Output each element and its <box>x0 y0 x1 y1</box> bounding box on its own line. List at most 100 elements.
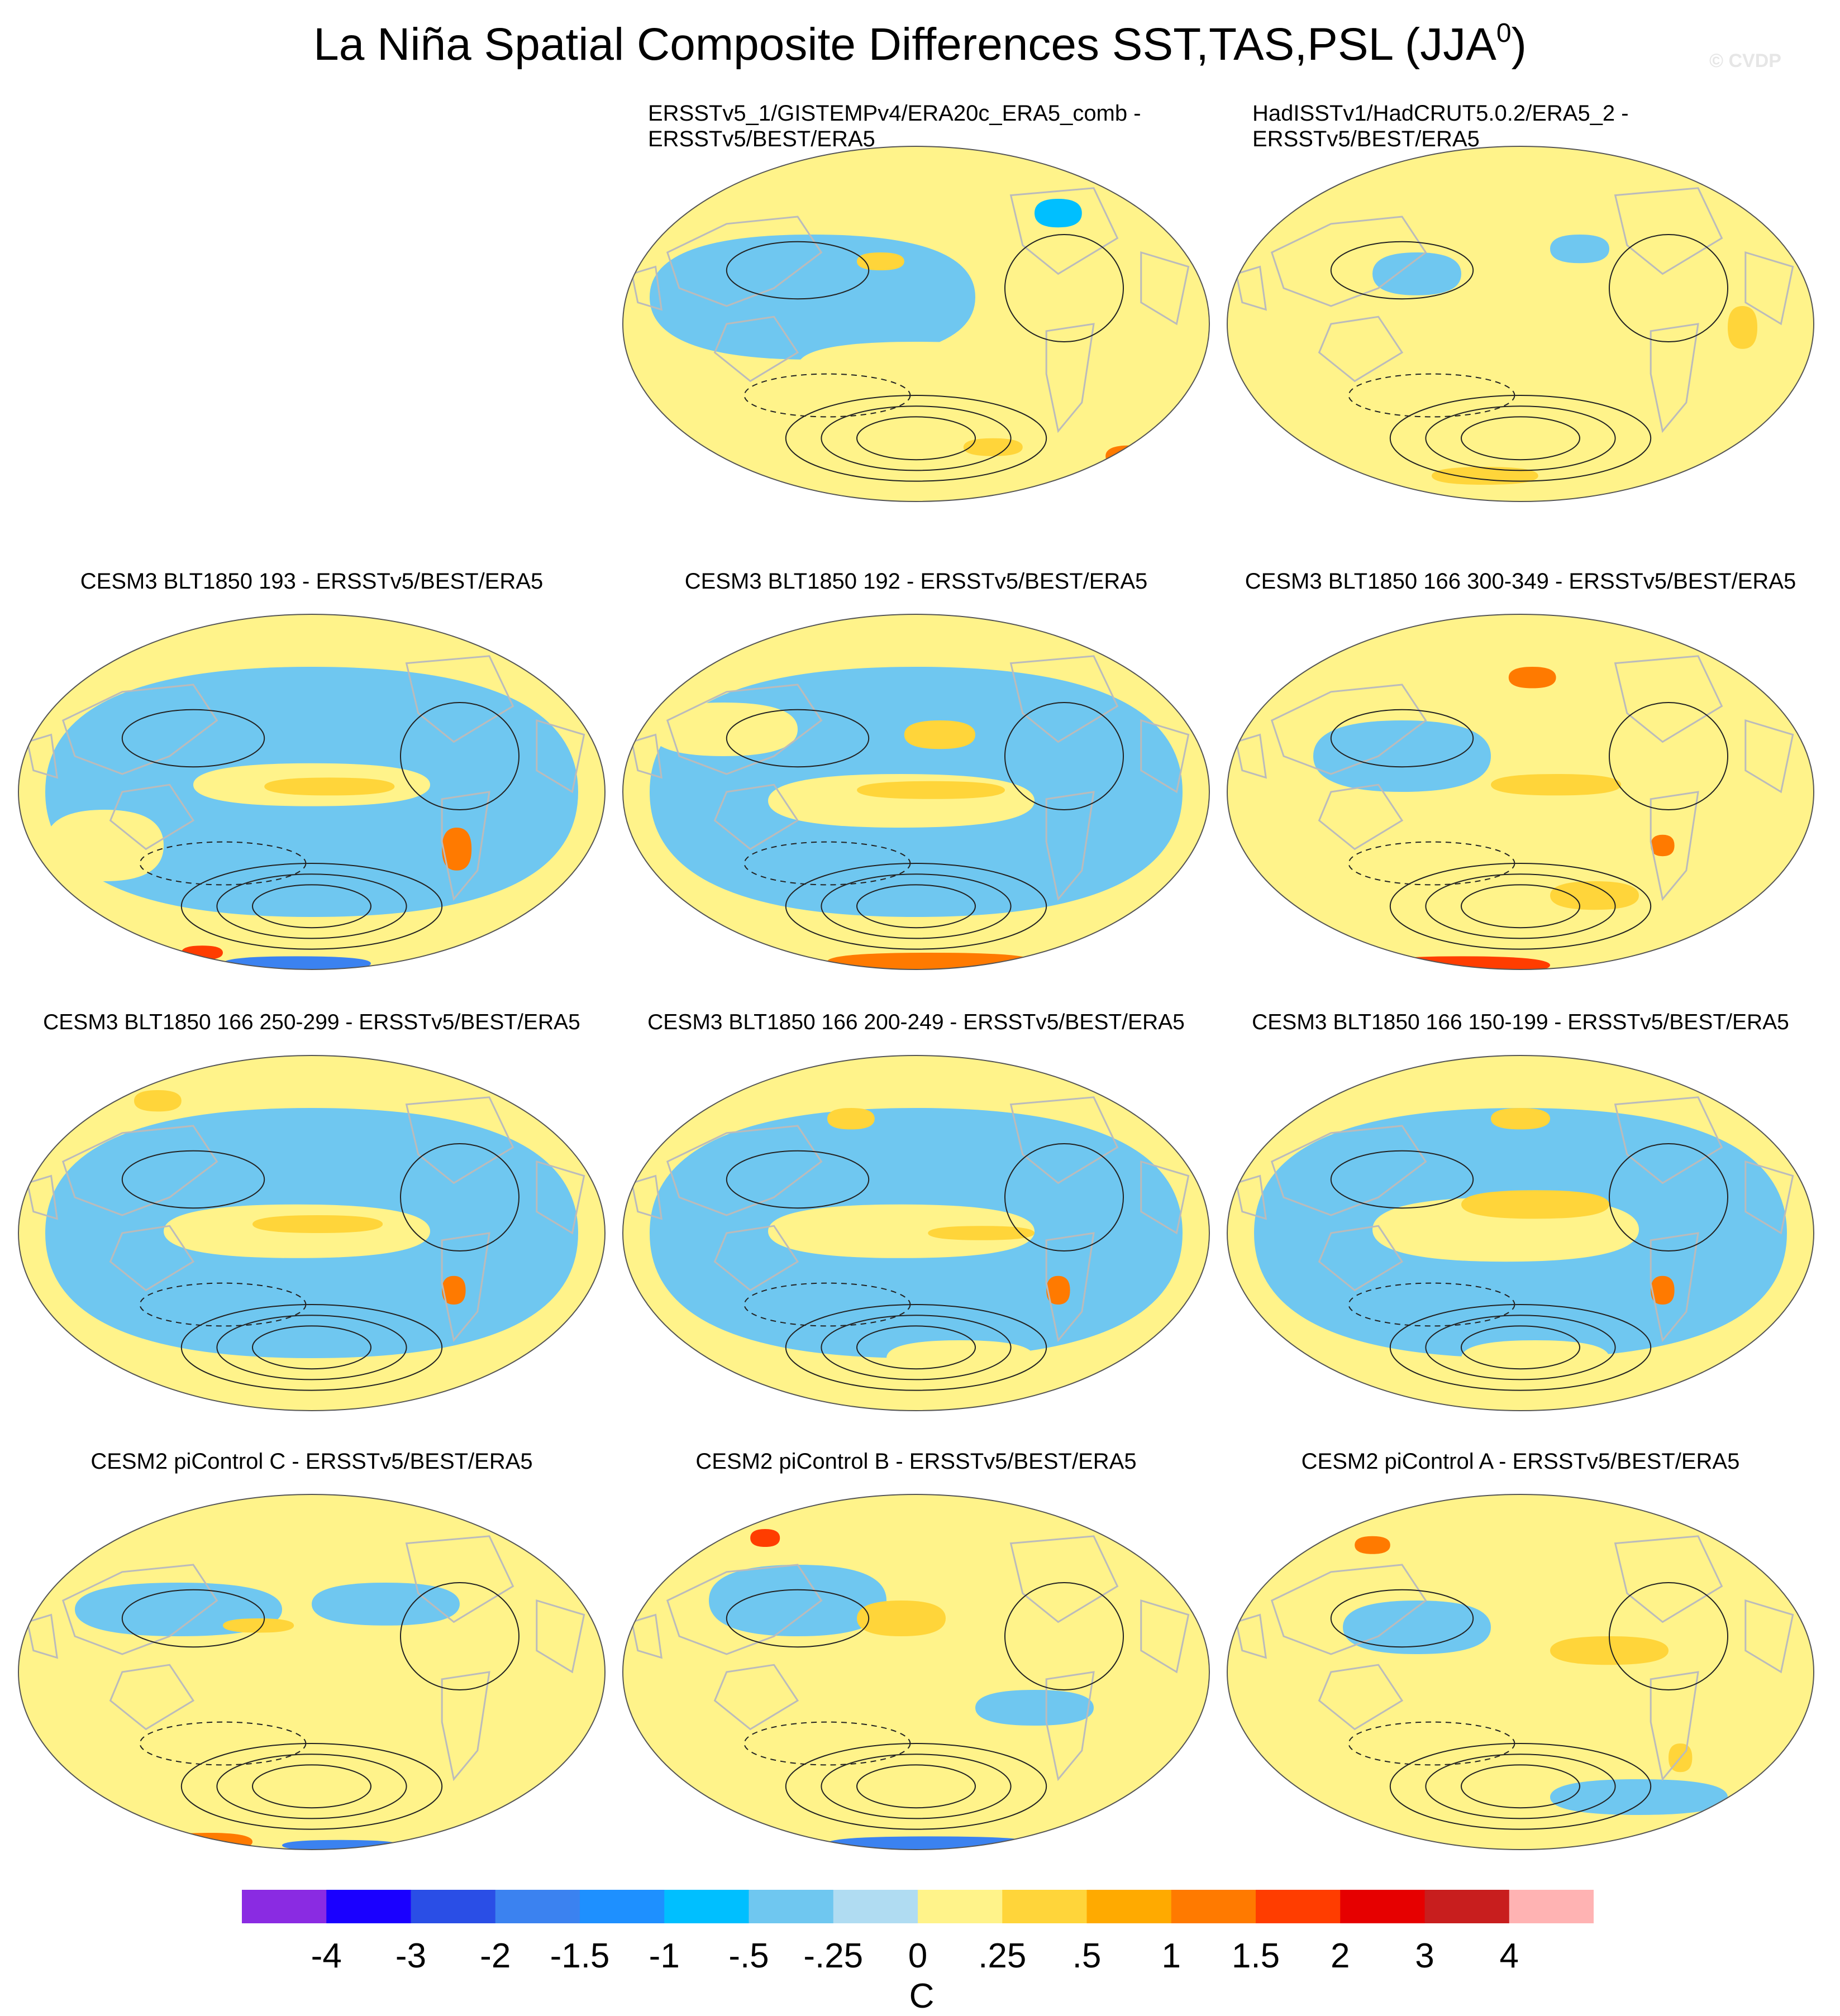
coastline <box>1614 655 1723 743</box>
colorbar-swatch <box>411 1890 496 1923</box>
map-field <box>18 1055 605 1411</box>
psl-contour <box>1425 873 1616 939</box>
psl-contour <box>821 873 1012 939</box>
coastline <box>713 1664 799 1731</box>
psl-contour <box>1389 1743 1652 1830</box>
psl-contour <box>1330 1589 1474 1648</box>
coastline <box>26 1174 59 1220</box>
psl-contour <box>216 1754 407 1819</box>
panel-label: CESM3 BLT1850 192 - ERSSTv5/BEST/ERA5 <box>684 569 1148 594</box>
map-field <box>1227 146 1814 501</box>
anomaly-patch <box>827 1108 875 1130</box>
coastline <box>441 1671 490 1781</box>
anomaly-patch <box>1508 667 1556 689</box>
coastline <box>441 791 490 901</box>
psl-contour <box>252 1764 371 1809</box>
coastline <box>1235 733 1267 779</box>
colorbar-tick-label: -.5 <box>728 1937 769 1975</box>
coastline <box>1744 719 1794 794</box>
anomaly-patch <box>252 1215 383 1233</box>
psl-contour <box>1330 1150 1474 1209</box>
map-outline <box>1227 1494 1814 1850</box>
coastline <box>631 1174 663 1220</box>
coastline <box>1045 323 1095 433</box>
coastline <box>1744 251 1794 326</box>
psl-contour <box>180 863 443 950</box>
colorbar-swatch <box>495 1890 580 1923</box>
psl-contour <box>821 1754 1012 1819</box>
panel-obs-comb: ERSSTv5_1/GISTEMPv4/ERA20c_ERA5_comb - E… <box>620 101 1212 502</box>
psl-contour <box>1004 234 1124 342</box>
panel-cesm3-166-150-199: CESM3 BLT1850 166 150-199 - ERSSTv5/BEST… <box>1224 1010 1817 1411</box>
coastline <box>1140 719 1190 794</box>
map <box>622 1494 1210 1850</box>
anomaly-patch <box>134 1090 182 1112</box>
psl-contour <box>216 873 407 939</box>
psl-contour-negative <box>1348 841 1515 886</box>
map-outline <box>18 614 606 970</box>
coastline <box>1045 1671 1095 1781</box>
psl-contour <box>856 416 976 461</box>
colorbar-tick-label: -3 <box>395 1937 427 1975</box>
anomaly-patch <box>650 235 975 360</box>
psl-contour <box>216 1315 407 1380</box>
colorbar <box>242 1890 1594 1923</box>
panel-label-line1: ERSSTv5_1/GISTEMPv4/ERA20c_ERA5_comb - <box>648 101 1141 126</box>
colorbar-swatch <box>664 1890 749 1923</box>
colorbar-swatch <box>1424 1890 1510 1923</box>
coastline <box>1140 1599 1190 1674</box>
anomaly-patch <box>223 1618 294 1633</box>
map <box>622 146 1210 502</box>
panel-label: ERSSTv5_1/GISTEMPv4/ERA20c_ERA5_comb - E… <box>620 101 1212 152</box>
anomaly-patch <box>1651 834 1675 857</box>
panel-label: CESM2 piControl A - ERSSTv5/BEST/ERA5 <box>1301 1449 1740 1474</box>
coastline <box>1614 1096 1723 1184</box>
coastline <box>631 1613 663 1659</box>
title-main: La Niña Spatial Composite Differences SS… <box>313 19 1496 70</box>
psl-contour <box>121 709 265 768</box>
psl-contour-negative <box>743 1721 911 1766</box>
colorbar-swatch <box>918 1890 1003 1923</box>
panel-cesm2-picontrol-b: CESM2 piControl B - ERSSTv5/BEST/ERA5 <box>620 1449 1212 1850</box>
anomaly-patch <box>1432 467 1538 485</box>
panel-label: CESM2 piControl B - ERSSTv5/BEST/ERA5 <box>695 1449 1137 1474</box>
panel-label: CESM2 piControl C - ERSSTv5/BEST/ERA5 <box>90 1449 533 1474</box>
psl-contour <box>1461 884 1580 929</box>
map-outline <box>1227 1055 1814 1411</box>
coastline <box>405 1096 514 1184</box>
coastline <box>631 733 663 779</box>
psl-contour <box>856 1764 976 1809</box>
coastline <box>1318 316 1404 383</box>
psl-contour <box>785 1304 1047 1391</box>
coastline <box>1270 684 1427 775</box>
colorbar-tick-label: 1 <box>1161 1937 1181 1975</box>
psl-contour-negative <box>1348 373 1515 418</box>
coastline <box>1614 1535 1723 1623</box>
coastline <box>1270 1564 1427 1655</box>
colorbar-units: C <box>909 1977 935 2015</box>
coastline <box>1235 1174 1267 1220</box>
anomaly-patch <box>798 342 1035 392</box>
anomaly-patch <box>1491 1108 1550 1130</box>
coastline <box>666 1125 823 1216</box>
coastline <box>1318 784 1404 851</box>
coastline <box>1650 1671 1699 1781</box>
colorbar-swatch <box>1171 1890 1256 1923</box>
coastline <box>536 719 585 794</box>
map <box>622 1055 1210 1411</box>
psl-contour-negative <box>743 373 911 418</box>
coastline <box>1009 655 1119 743</box>
colorbar-tick-label: 3 <box>1415 1937 1434 1975</box>
anomaly-patch <box>1728 306 1757 349</box>
panel-label: CESM3 BLT1850 193 - ERSSTv5/BEST/ERA5 <box>80 569 544 594</box>
map-field <box>18 614 605 969</box>
panel-label-line2: ERSSTv5/BEST/ERA5 <box>1252 127 1480 151</box>
anomaly-patch <box>857 781 1005 799</box>
map-outline <box>1227 146 1814 502</box>
map-field <box>1227 1494 1814 1850</box>
colorbar-tick-label: .25 <box>978 1937 1027 1975</box>
coastline <box>441 1232 490 1343</box>
colorbar-tick-label: -2 <box>480 1937 511 1975</box>
anomaly-patch <box>857 1601 946 1636</box>
